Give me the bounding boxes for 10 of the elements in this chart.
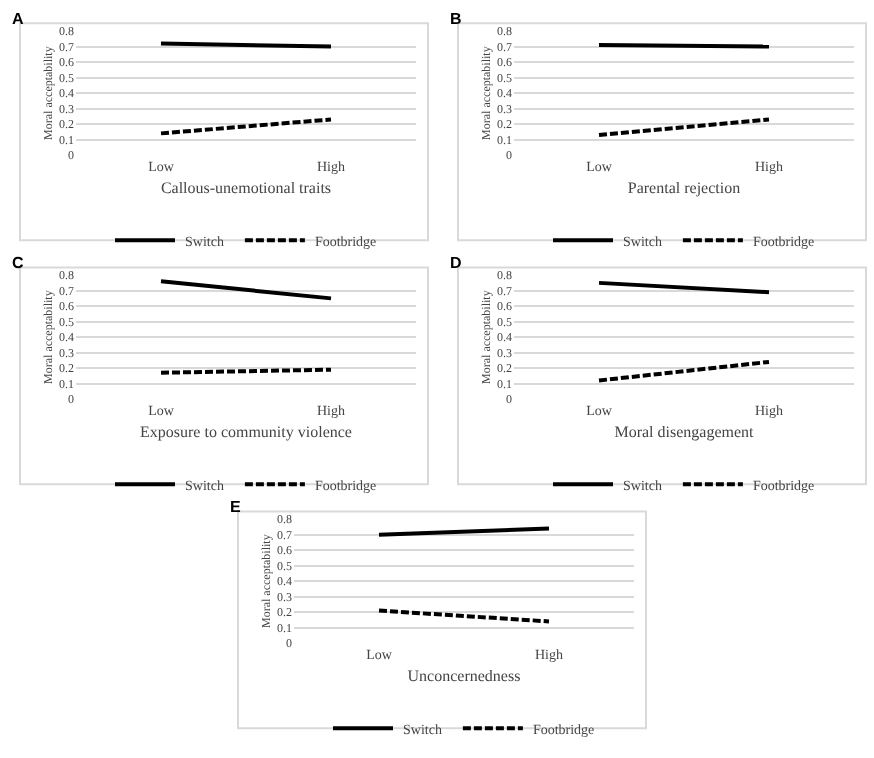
x-axis-title: Parental rejection (627, 179, 741, 198)
x-axis-title: Unconcernedness (407, 667, 521, 686)
chart-title: A (12, 10, 24, 28)
chart-title: B (450, 10, 462, 28)
x-axis-title: Moral disengagement (614, 423, 756, 442)
x-axis-title: Callous-unemotional traits (160, 179, 332, 198)
chart-title: C (12, 254, 24, 272)
x-axis-title: Exposure to community violence (140, 423, 353, 442)
chart-title: D (450, 254, 462, 272)
chart-title: E (230, 498, 242, 516)
